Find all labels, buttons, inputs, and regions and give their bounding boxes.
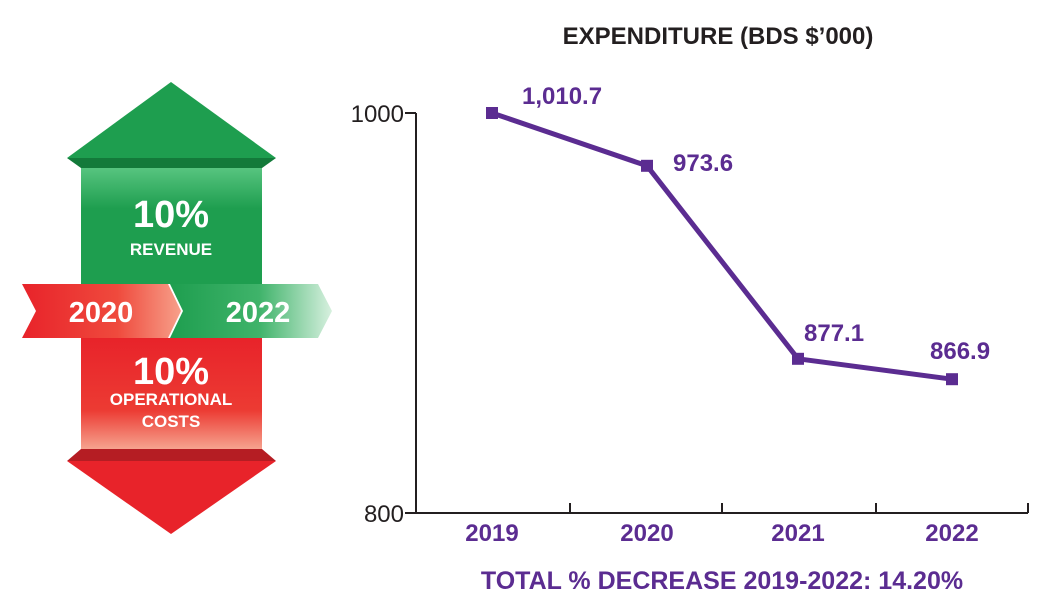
data-point	[486, 107, 498, 119]
x-ticks	[569, 503, 1029, 513]
x-tick-label: 2022	[925, 520, 978, 547]
expenditure-series-line	[491, 110, 953, 382]
data-point	[792, 352, 804, 365]
y-tick-label: 1000	[351, 101, 404, 128]
costs-label-line1: OPERATIONAL	[110, 390, 232, 409]
up-arrow-shaft	[81, 168, 262, 284]
data-point	[641, 159, 653, 172]
data-points	[486, 107, 958, 386]
down-arrow-head-base	[67, 449, 276, 461]
band-green-segment	[170, 284, 332, 338]
data-labels: 1,010.7 973.6 877.1 866.9	[522, 83, 990, 365]
x-tick-label: 2019	[465, 520, 518, 547]
up-arrow-head-base	[67, 158, 276, 168]
band-from-year: 2020	[69, 297, 134, 329]
up-arrow-head	[67, 82, 276, 158]
data-label: 877.1	[804, 320, 864, 347]
chart-footnote: TOTAL % DECREASE 2019-2022: 14.20%	[481, 567, 963, 595]
x-tick-label: 2021	[771, 520, 824, 547]
band-to-year: 2022	[226, 297, 291, 329]
down-arrow-shaft	[81, 338, 262, 449]
data-label: 973.6	[673, 150, 733, 177]
down-arrow-head	[67, 461, 276, 534]
costs-percent: 10%	[133, 351, 209, 393]
y-tick-label: 800	[364, 501, 404, 528]
x-tick-label: 2020	[620, 520, 673, 547]
expenditure-chart: EXPENDITURE (BDS $’000) 1000 800 2019 2020…	[351, 23, 1029, 595]
data-point	[946, 373, 958, 386]
revenue-label: REVENUE	[130, 240, 212, 259]
band-red-segment	[22, 284, 181, 338]
costs-label-line2: COSTS	[142, 412, 201, 431]
x-tick-labels: 2019 2020 2021 2022	[465, 520, 978, 547]
growth-graphic: 10% REVENUE 2020 2022 10% OPERATIONAL CO…	[22, 82, 332, 534]
data-label: 866.9	[930, 338, 990, 365]
y-ticks: 1000 800	[351, 101, 416, 528]
data-series	[491, 110, 953, 382]
revenue-percent: 10%	[133, 194, 209, 236]
data-label: 1,010.7	[522, 83, 602, 110]
chart-title: EXPENDITURE (BDS $’000)	[563, 23, 874, 50]
